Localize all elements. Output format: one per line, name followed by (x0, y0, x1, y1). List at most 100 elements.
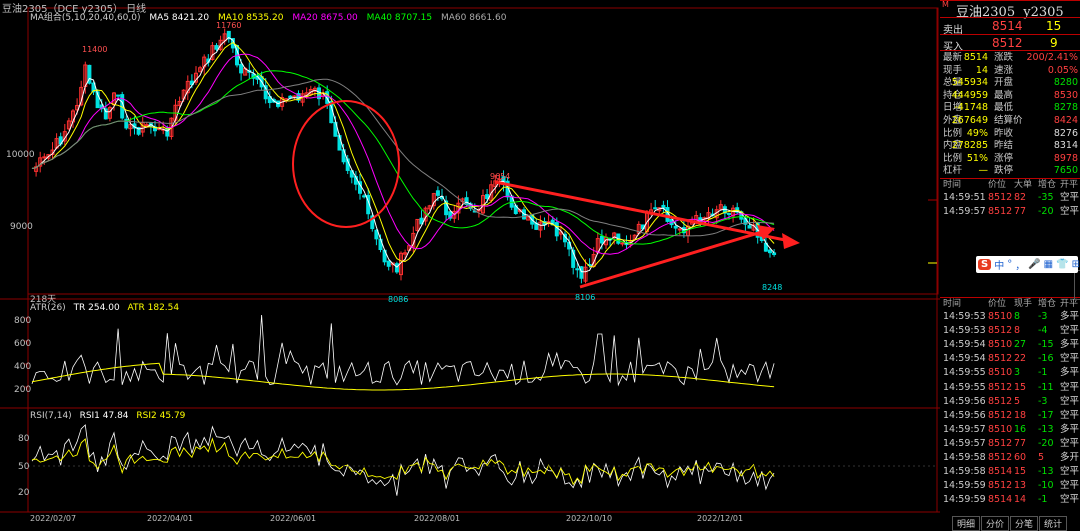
trade-cell: 空平 (1060, 381, 1080, 393)
skin-icon[interactable]: 👕 (1056, 259, 1069, 270)
rsi2-value: RSI2 45.79 (136, 411, 186, 421)
high-11400: 11400 (82, 45, 108, 54)
candle-body (218, 39, 223, 50)
x-tick-4: 2022/10/10 (566, 514, 613, 523)
trade-cell: 8510 (988, 311, 1013, 322)
sell-price[interactable]: 8514 (992, 19, 1023, 33)
trade-row[interactable]: 14:59:54 8512 22 -16 空平 (940, 353, 1080, 366)
trade-row[interactable]: 14:59:57 8512 77 -20 空平 (940, 206, 1080, 219)
candle-body (419, 217, 424, 225)
candle-body (42, 156, 47, 159)
quote-field-value: 444959 (951, 89, 988, 101)
trade-cell: 14:59:51 (943, 192, 986, 203)
trade-row[interactable]: 14:59:58 8514 15 -13 空平 (940, 466, 1080, 479)
quote-field-label: 昨收 (994, 127, 1014, 139)
upper-arrow-head (782, 233, 800, 249)
atr-line (31, 362, 775, 391)
trade-row[interactable]: 14:59:57 8510 16 -13 多平 (940, 424, 1080, 437)
keyboard-icon[interactable]: ▦ (1043, 259, 1054, 270)
quote-field-value: 8280 (1053, 77, 1078, 89)
candle-body (526, 216, 531, 221)
toolbox-icon[interactable]: ⊞ (1071, 259, 1080, 270)
trade-cell: -35 (1038, 192, 1054, 203)
trade-row[interactable]: 14:59:57 8512 77 -20 空平 (940, 438, 1080, 451)
quote-field-value: 51% (966, 152, 988, 164)
quote-field-value: 8276 (1053, 127, 1078, 139)
trade-cell: 空平 (1060, 466, 1080, 478)
punctuation-icon[interactable]: ° (1007, 259, 1013, 270)
microphone-icon[interactable]: 🎤 (1028, 259, 1041, 270)
buy-label: 买入 (943, 42, 963, 53)
trade-row[interactable]: 14:59:55 8512 15 -11 空平 (940, 382, 1080, 395)
kline-chart[interactable] (0, 0, 940, 524)
trade-header-cell: 时间 (943, 299, 962, 309)
quote-field-value: 545934 (951, 77, 988, 89)
trade-cell: 13 (1014, 480, 1027, 492)
buy-volume: 9 (1050, 36, 1058, 50)
quote-field-label: 最低 (994, 102, 1014, 114)
buy-price[interactable]: 8512 (992, 36, 1023, 50)
trade-cell: 8512 (988, 192, 1013, 203)
quote-field-value: 278285 (951, 140, 988, 152)
trade-cell: 14:59:56 (943, 395, 986, 407)
trade-cell: -20 (1038, 206, 1054, 218)
candle-body (325, 91, 330, 104)
candle-body (214, 45, 219, 50)
rsi-tick-80: 80 (18, 434, 30, 444)
trade-cell: 14:59:55 (943, 381, 986, 393)
trade-row[interactable]: 14:59:55 8510 3 -1 多平 (940, 367, 1080, 380)
quote-panel: M 豆油2305 y2305 卖出 8514 15 买入 8512 9 最新 85… (940, 0, 1080, 531)
trade-cell: 空平 (1060, 437, 1080, 449)
tick-list: 时间 价位 现手 增仓 开平 14:59:53 8510 8 -3 多平 14:59:53 8512 8… (940, 298, 1080, 510)
trade-row[interactable]: 14:59:56 8512 18 -17 空平 (940, 410, 1080, 423)
quote-field-row: 比例 51% 涨停 8978 (940, 153, 1080, 166)
ma-group-label: MA组合(5,10,20,40,60,0) (30, 13, 141, 23)
trade-row[interactable]: 14:59:51 8512 82 -35 空平 (940, 192, 1080, 205)
ime-toolbar[interactable]: S 中 ° ， 🎤 ▦ 👕 ⊞ (976, 256, 1080, 273)
candle-body (427, 205, 432, 210)
trade-row[interactable]: 14:59:59 8512 13 -10 空平 (940, 480, 1080, 493)
quote-field-value: 49% (966, 127, 988, 139)
trade-row[interactable]: 14:59:59 8514 14 -1 空平 (940, 494, 1080, 507)
candle-body (583, 266, 588, 282)
trade-row[interactable]: 14:59:58 8512 60 5 多开 (940, 452, 1080, 465)
candle-body (46, 154, 51, 159)
x-tick-1: 2022/04/01 (147, 514, 194, 523)
quote-field-label: 比例 (943, 127, 963, 139)
trade-cell: 77 (1014, 437, 1027, 449)
trade-cell: 8512 (988, 395, 1013, 407)
quote-field-value: 200/2.41% (1026, 52, 1078, 63)
x-tick-2: 2022/06/01 (270, 514, 317, 523)
candle-body (661, 204, 666, 209)
atr-tick-600: 600 (14, 339, 32, 349)
candle-body (38, 157, 43, 167)
comma-icon[interactable]: ， (1015, 261, 1026, 272)
trade-row[interactable]: 14:59:53 8510 8 -3 多平 (940, 311, 1080, 324)
candle-body (136, 127, 141, 135)
candle-body (394, 263, 399, 273)
quote-field-label: 开盘 (994, 77, 1014, 89)
trade-cell: -1 (1038, 494, 1048, 506)
candle-body (727, 212, 731, 215)
trade-row[interactable]: 14:59:54 8510 27 -15 多平 (940, 339, 1080, 352)
scroll-handle[interactable] (1074, 270, 1080, 300)
trade-header-cell: 价位 (988, 180, 1007, 190)
low-8106: 8106 (575, 293, 596, 302)
trade-cell: -3 (1038, 311, 1048, 322)
atr-tick-200: 200 (14, 385, 32, 395)
quote-field-value: 8278 (1053, 102, 1078, 114)
candle-body (198, 67, 203, 73)
trade-cell: 14:59:59 (943, 494, 986, 506)
trade-row[interactable]: 14:59:56 8512 5 -3 空平 (940, 396, 1080, 409)
chinese-mode-icon[interactable]: 中 (994, 261, 1005, 272)
ma5-value: MA5 8421.20 (149, 13, 210, 23)
candle-body (772, 252, 777, 256)
quote-field-label: 结算价 (994, 115, 1023, 126)
sogou-logo-icon[interactable]: S (978, 259, 992, 270)
trade-cell: 14:59:58 (943, 452, 986, 463)
quote-field-row: 杠杆 — 跌停 7650 (940, 165, 1080, 178)
ma20-line (31, 53, 775, 255)
trade-cell: 8512 (988, 206, 1013, 218)
trade-header-cell: 现手 (1014, 299, 1033, 309)
trade-row[interactable]: 14:59:53 8512 8 -4 空平 (940, 325, 1080, 338)
